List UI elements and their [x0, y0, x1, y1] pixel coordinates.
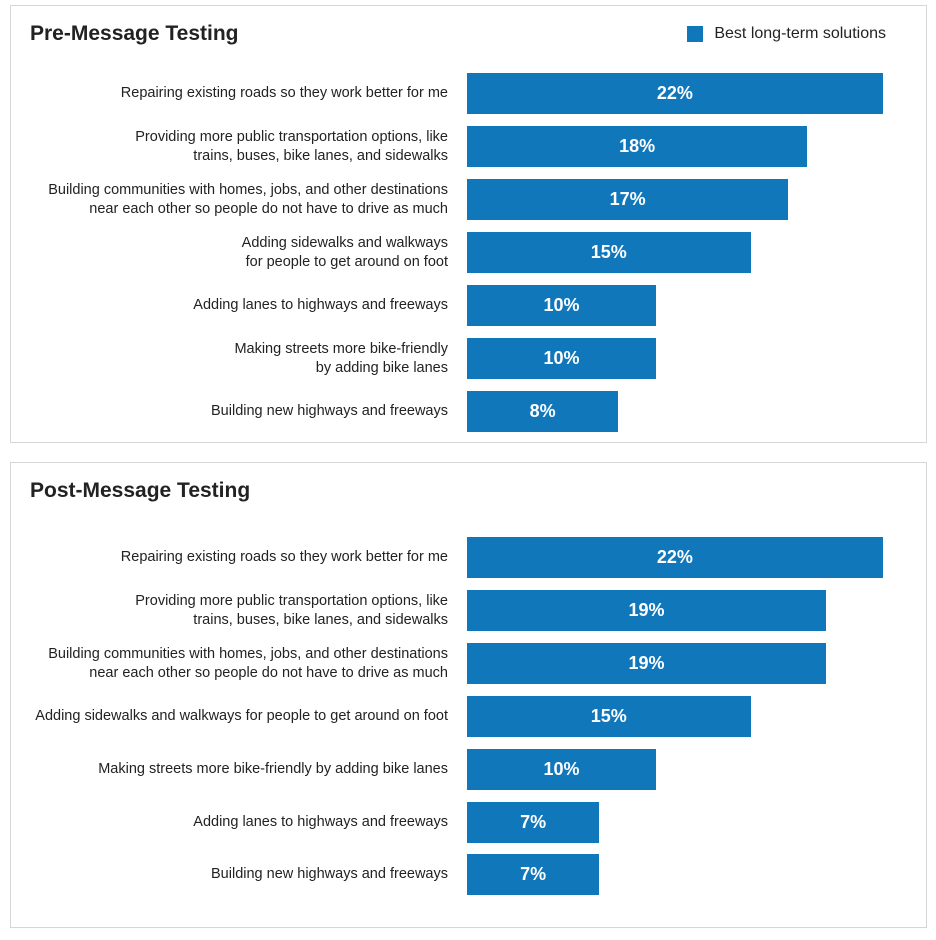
- category-label: Adding lanes to highways and freeways: [8, 802, 448, 843]
- bar-row: Repairing existing roads so they work be…: [11, 73, 926, 114]
- bar-row: Building communities with homes, jobs, a…: [11, 643, 926, 684]
- bar-row: Repairing existing roads so they work be…: [11, 537, 926, 578]
- bar: 7%: [467, 854, 600, 895]
- category-text: Adding sidewalks and walkways for people …: [241, 234, 448, 270]
- bar-row: Adding sidewalks and walkways for people …: [11, 232, 926, 273]
- bar: 22%: [467, 537, 883, 578]
- data-label: 15%: [590, 706, 627, 726]
- category-label: Adding sidewalks and walkways for people …: [8, 232, 448, 273]
- category-label: Making streets more bike-friendly by add…: [8, 749, 448, 790]
- category-label: Making streets more bike-friendly by addi…: [8, 338, 448, 379]
- category-text: Building new highways and freeways: [211, 403, 448, 419]
- bar: 19%: [467, 590, 827, 631]
- category-text: Adding lanes to highways and freeways: [193, 297, 448, 313]
- category-label: Adding lanes to highways and freeways: [8, 285, 448, 326]
- category-text: Providing more public transportation opt…: [135, 592, 448, 628]
- bar: 7%: [467, 802, 600, 843]
- bar-row: Making streets more bike-friendly by addi…: [11, 338, 926, 379]
- bar: 19%: [467, 643, 827, 684]
- bar: 15%: [467, 232, 751, 273]
- data-label: 19%: [628, 653, 665, 673]
- bar-row: Building new highways and freeways 8%: [11, 391, 926, 432]
- bar-row: Making streets more bike-friendly by add…: [11, 749, 926, 790]
- bar-row: Adding lanes to highways and freeways 10%: [11, 285, 926, 326]
- category-text: Repairing existing roads so they work be…: [120, 85, 448, 101]
- data-label: 22%: [656, 547, 693, 567]
- legend-label: Best long-term solutions: [714, 25, 886, 42]
- post-message-chart-panel: Post-Message Testing Repairing existing …: [10, 462, 927, 928]
- bar: 22%: [467, 73, 883, 114]
- chart-title: Pre-Message Testing: [30, 22, 239, 45]
- category-text: Making streets more bike-friendly by addi…: [234, 340, 448, 376]
- data-label: 8%: [529, 401, 556, 421]
- category-text: Making streets more bike-friendly by add…: [98, 761, 448, 777]
- bar-row: Adding sidewalks and walkways for people…: [11, 696, 926, 737]
- data-label: 18%: [619, 136, 656, 156]
- category-label: Building new highways and freeways: [8, 391, 448, 432]
- data-label: 10%: [543, 759, 580, 779]
- category-label: Adding sidewalks and walkways for people…: [8, 696, 448, 737]
- data-label: 7%: [520, 864, 547, 884]
- category-label: Building new highways and freeways: [8, 854, 448, 895]
- data-label: 7%: [520, 812, 547, 832]
- category-label: Repairing existing roads so they work be…: [8, 73, 448, 114]
- data-label: 10%: [543, 295, 580, 315]
- category-label: Building communities with homes, jobs, a…: [8, 179, 448, 220]
- bar: 18%: [467, 126, 808, 167]
- bar-row: Building communities with homes, jobs, a…: [11, 179, 926, 220]
- bar: 10%: [467, 749, 656, 790]
- legend-swatch: [687, 26, 704, 42]
- category-text: Adding lanes to highways and freeways: [193, 814, 448, 830]
- category-text: Building communities with homes, jobs, a…: [48, 645, 448, 681]
- category-text: Adding sidewalks and walkways for people…: [35, 708, 448, 724]
- bar: 10%: [467, 338, 656, 379]
- data-label: 17%: [609, 189, 646, 209]
- category-text: Repairing existing roads so they work be…: [120, 549, 448, 565]
- category-text: Providing more public transportation opt…: [135, 128, 448, 164]
- category-label: Building communities with homes, jobs, a…: [8, 643, 448, 684]
- bar-row: Providing more public transportation opt…: [11, 590, 926, 631]
- bar: 17%: [467, 179, 789, 220]
- category-label: Providing more public transportation opt…: [8, 126, 448, 167]
- bar-row: Building new highways and freeways 7%: [11, 854, 926, 895]
- category-label: Repairing existing roads so they work be…: [8, 537, 448, 578]
- data-label: 22%: [656, 83, 693, 103]
- bar-row: Providing more public transportation opt…: [11, 126, 926, 167]
- data-label: 19%: [628, 600, 665, 620]
- legend: Best long-term solutions: [687, 25, 886, 43]
- data-label: 15%: [590, 242, 627, 262]
- category-text: Building communities with homes, jobs, a…: [48, 181, 448, 217]
- category-text: Building new highways and freeways: [211, 866, 448, 882]
- bar: 10%: [467, 285, 656, 326]
- bar: 15%: [467, 696, 751, 737]
- pre-message-chart-panel: Pre-Message Testing Best long-term solut…: [10, 5, 927, 443]
- bar: 8%: [467, 391, 619, 432]
- category-label: Providing more public transportation opt…: [8, 590, 448, 631]
- bar-row: Adding lanes to highways and freeways 7%: [11, 802, 926, 843]
- chart-title: Post-Message Testing: [30, 479, 251, 502]
- data-label: 10%: [543, 348, 580, 368]
